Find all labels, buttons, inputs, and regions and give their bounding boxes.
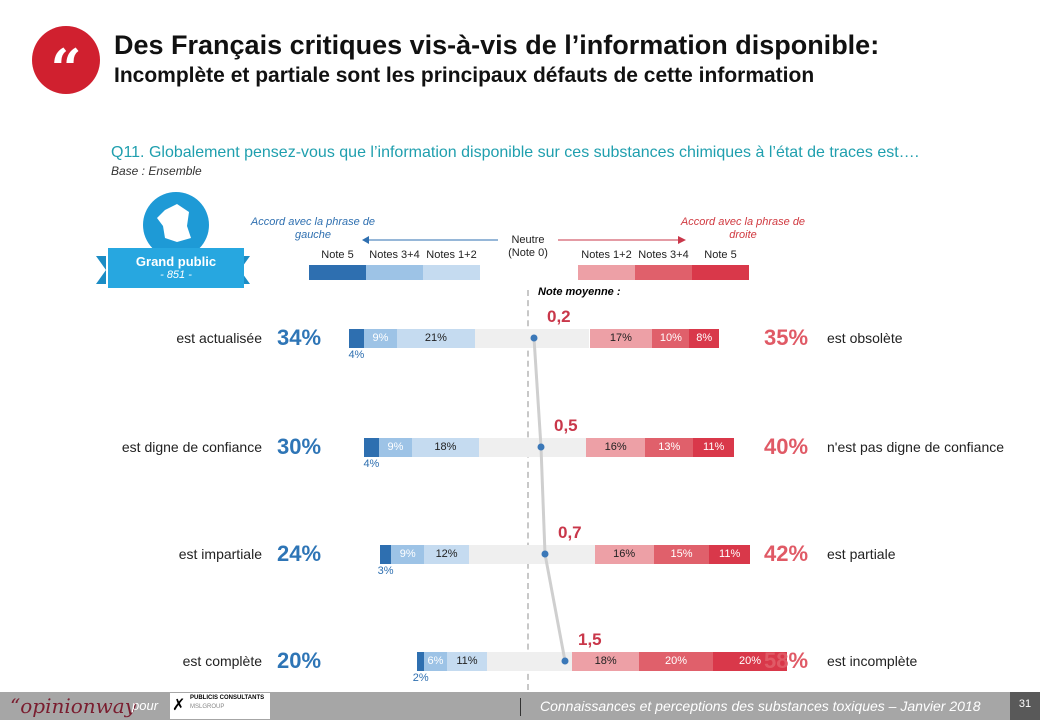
bar-left-segment <box>349 329 364 348</box>
ribbon-right <box>240 256 250 284</box>
client-logo-mark: ✗ <box>172 697 186 714</box>
bar-left-segment <box>380 545 392 564</box>
legend-swatch-right-0 <box>578 265 635 280</box>
bar-right-segment: 8% <box>689 329 719 348</box>
opinionway-logo: “opinionway <box>10 694 137 718</box>
legend-label-right-1: Notes 3+4 <box>638 249 689 261</box>
legend-swatch-right-2 <box>692 265 749 280</box>
mean-value: 0,7 <box>558 523 582 542</box>
mean-title: Note moyenne : <box>538 286 621 298</box>
france-map-icon <box>143 192 209 258</box>
legend-label-right-0: Notes 1+2 <box>581 249 632 261</box>
legend-left-title: Accord avec la phrase de gauche <box>250 216 376 241</box>
legend-neutral: Neutre (Note 0) <box>508 234 548 259</box>
row-left-label: est digne de confiance <box>121 439 262 455</box>
sample-badge: Grand public - 851 - <box>108 248 244 288</box>
row-left-label: est actualisée <box>176 330 262 346</box>
bar-left-segment <box>417 652 425 671</box>
footer-divider <box>520 698 521 716</box>
legend-swatch-left-0 <box>309 265 366 280</box>
bar-right-segment: 16% <box>594 545 654 564</box>
row-right-label: est partiale <box>827 546 896 562</box>
sample-size: - 851 - <box>160 269 192 281</box>
legend-label-left-0: Note 5 <box>321 249 354 261</box>
legend-swatch-right-1 <box>635 265 692 280</box>
client-name: PUBLICIS CONSULTANTS <box>190 695 265 701</box>
bar-left-segment: 11% <box>446 652 488 671</box>
bar-right-segment: 16% <box>586 438 646 457</box>
row-right-total: 35% <box>764 325 809 350</box>
bar-left-segment: 18% <box>412 438 479 457</box>
legend-label-left-2: Notes 1+2 <box>426 249 477 261</box>
row-left-total: 20% <box>277 648 322 673</box>
bar-left-segment <box>364 438 379 457</box>
bar-left-segment-label: 2% <box>412 672 429 684</box>
bar-left-segment: 9% <box>363 329 398 348</box>
bar-right-segment: 15% <box>653 545 710 564</box>
client-sub: MSLGROUP <box>190 704 225 710</box>
mean-trend-line <box>532 337 567 662</box>
legend-swatch-left-1 <box>366 265 423 280</box>
mean-value: 1,5 <box>578 630 602 649</box>
client-logo: ✗ PUBLICIS CONSULTANTS MSLGROUP <box>170 693 270 719</box>
row-right-total: 42% <box>764 541 809 566</box>
bar-left-segment: 9% <box>378 438 413 457</box>
bar-right-segment: 11% <box>709 545 750 564</box>
bar-left-segment: 21% <box>397 329 475 348</box>
bar-right-segment: 20% <box>639 652 713 671</box>
bar-left-segment: 12% <box>424 545 469 564</box>
quote-icon: “ <box>32 26 100 101</box>
neutral-axis <box>527 290 529 690</box>
bar-right-segment: 11% <box>693 438 734 457</box>
bar-neutral-segment <box>478 438 586 457</box>
footer: “opinionway pour ✗ PUBLICIS CONSULTANTS … <box>0 692 1040 720</box>
bar-right-segment: 18% <box>572 652 639 671</box>
row-left-total: 34% <box>277 325 322 350</box>
legend-swatch-left-2 <box>423 265 480 280</box>
ribbon-left <box>96 256 106 284</box>
row-right-label: est obsolète <box>827 330 903 346</box>
bar-neutral-segment <box>487 652 573 671</box>
legend-arrows <box>362 236 686 244</box>
bar-right-segment: 10% <box>652 329 690 348</box>
mean-value: 0,5 <box>554 416 578 435</box>
row-right-label: n'est pas digne de confiance <box>827 439 1005 455</box>
bar-neutral-segment <box>474 329 590 348</box>
legend-right-title: Accord avec la phrase de droite <box>680 216 806 241</box>
bar-right-segment: 17% <box>589 329 653 348</box>
page-number: 31 <box>1010 692 1040 720</box>
bar-left-segment: 9% <box>391 545 425 564</box>
row-left-label: est impartiale <box>178 546 262 562</box>
legend-label-left-1: Notes 3+4 <box>369 249 420 261</box>
row-left-label: est complète <box>182 653 262 669</box>
legend-label-right-2: Note 5 <box>704 249 737 261</box>
bar-right-segment: 13% <box>645 438 694 457</box>
sample-label: Grand public <box>135 254 217 269</box>
page-subtitle: Incomplète et partiale sont les principa… <box>114 64 815 87</box>
base-note: Base : Ensemble <box>111 164 202 178</box>
bar-left-segment-label: 4% <box>363 458 380 470</box>
row-right-total: 40% <box>764 434 809 459</box>
page-title: Des Français critiques vis-à-vis de l’in… <box>114 30 880 60</box>
row-right-total: 58% <box>764 648 809 673</box>
question: Q11. Globalement pensez-vous que l’infor… <box>111 144 920 161</box>
bar-left-segment-label: 3% <box>377 565 394 577</box>
row-right-label: est incomplète <box>827 653 918 669</box>
study-title: Connaissances et perceptions des substan… <box>540 698 981 714</box>
footer-pour: pour <box>132 698 159 713</box>
mean-value: 0,2 <box>547 307 571 326</box>
bar-neutral-segment <box>468 545 595 564</box>
row-left-total: 24% <box>277 541 322 566</box>
bar-left-segment: 6% <box>424 652 447 671</box>
bar-right-segment: 20% <box>713 652 787 671</box>
row-left-total: 30% <box>277 434 322 459</box>
bar-left-segment-label: 4% <box>348 349 365 361</box>
